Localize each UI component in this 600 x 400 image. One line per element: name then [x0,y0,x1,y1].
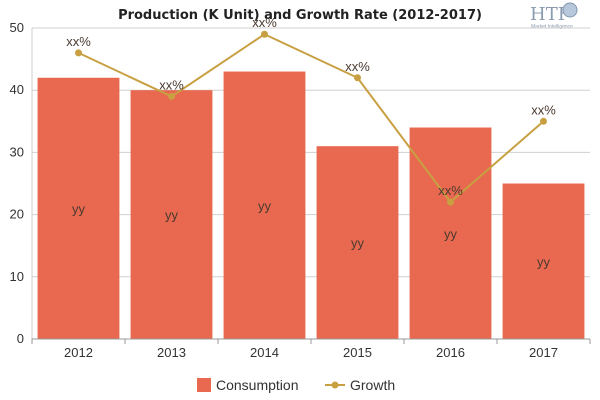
growth-data-label: xx% [531,102,556,117]
globe-icon [562,2,578,18]
x-axis-ticks: 2012 2013 2014 2015 2016 2017 [31,338,591,360]
growth-point [168,92,175,100]
growth-point [447,198,454,206]
growth-data-label: xx% [66,34,91,49]
bar-data-label: yy [537,254,551,269]
bar [316,146,399,339]
growth-data-label: xx% [252,15,277,30]
bar-data-label: yy [444,226,458,241]
growth-point [75,49,82,57]
bar [37,77,120,339]
bar-data-label: yy [72,201,86,216]
line-series-growth [75,30,547,206]
bar [130,90,213,339]
legend: Consumption Growth [197,377,395,393]
bar [409,127,492,340]
y-tick-label: 10 [10,269,24,284]
logo-brand: HTF [530,4,570,25]
bar-series-consumption [37,71,585,340]
y-tick-label: 30 [10,144,24,159]
bar-data-label: yy [165,208,179,223]
y-tick-label: 0 [17,331,24,346]
x-tick-label: 2014 [250,345,279,360]
y-tick-label: 50 [10,20,24,35]
brand-logo: HTF Market Intelligence [530,2,578,30]
data-labels: yy yy yy yy yy yy xx% xx% xx% xx% xx% xx% [66,15,556,269]
x-tick-label: 2015 [343,345,372,360]
bar [502,183,585,339]
bar-data-label: yy [351,236,365,251]
x-tick-label: 2013 [157,345,186,360]
growth-point [261,30,268,38]
legend-label-consumption: Consumption [216,377,299,393]
growth-line [78,33,545,204]
bar-data-label: yy [258,198,272,213]
growth-data-label: xx% [345,59,370,74]
chart-title: Production (K Unit) and Growth Rate (201… [118,8,482,23]
logo-tagline: Market Intelligence [531,24,573,30]
y-tick-label: 20 [10,207,24,222]
x-tick-label: 2016 [436,345,465,360]
growth-point [354,74,361,82]
x-tick-label: 2017 [529,345,558,360]
legend-marker-growth [331,381,339,389]
legend-label-growth: Growth [350,377,395,393]
bar [223,71,306,339]
y-tick-label: 40 [10,82,24,97]
y-axis-ticks: 0 10 20 30 40 50 [10,20,24,346]
growth-point [540,117,547,125]
x-tick-label: 2012 [64,345,93,360]
growth-data-label: xx% [159,77,184,92]
growth-data-label: xx% [438,183,463,198]
legend-swatch-consumption [197,378,211,392]
